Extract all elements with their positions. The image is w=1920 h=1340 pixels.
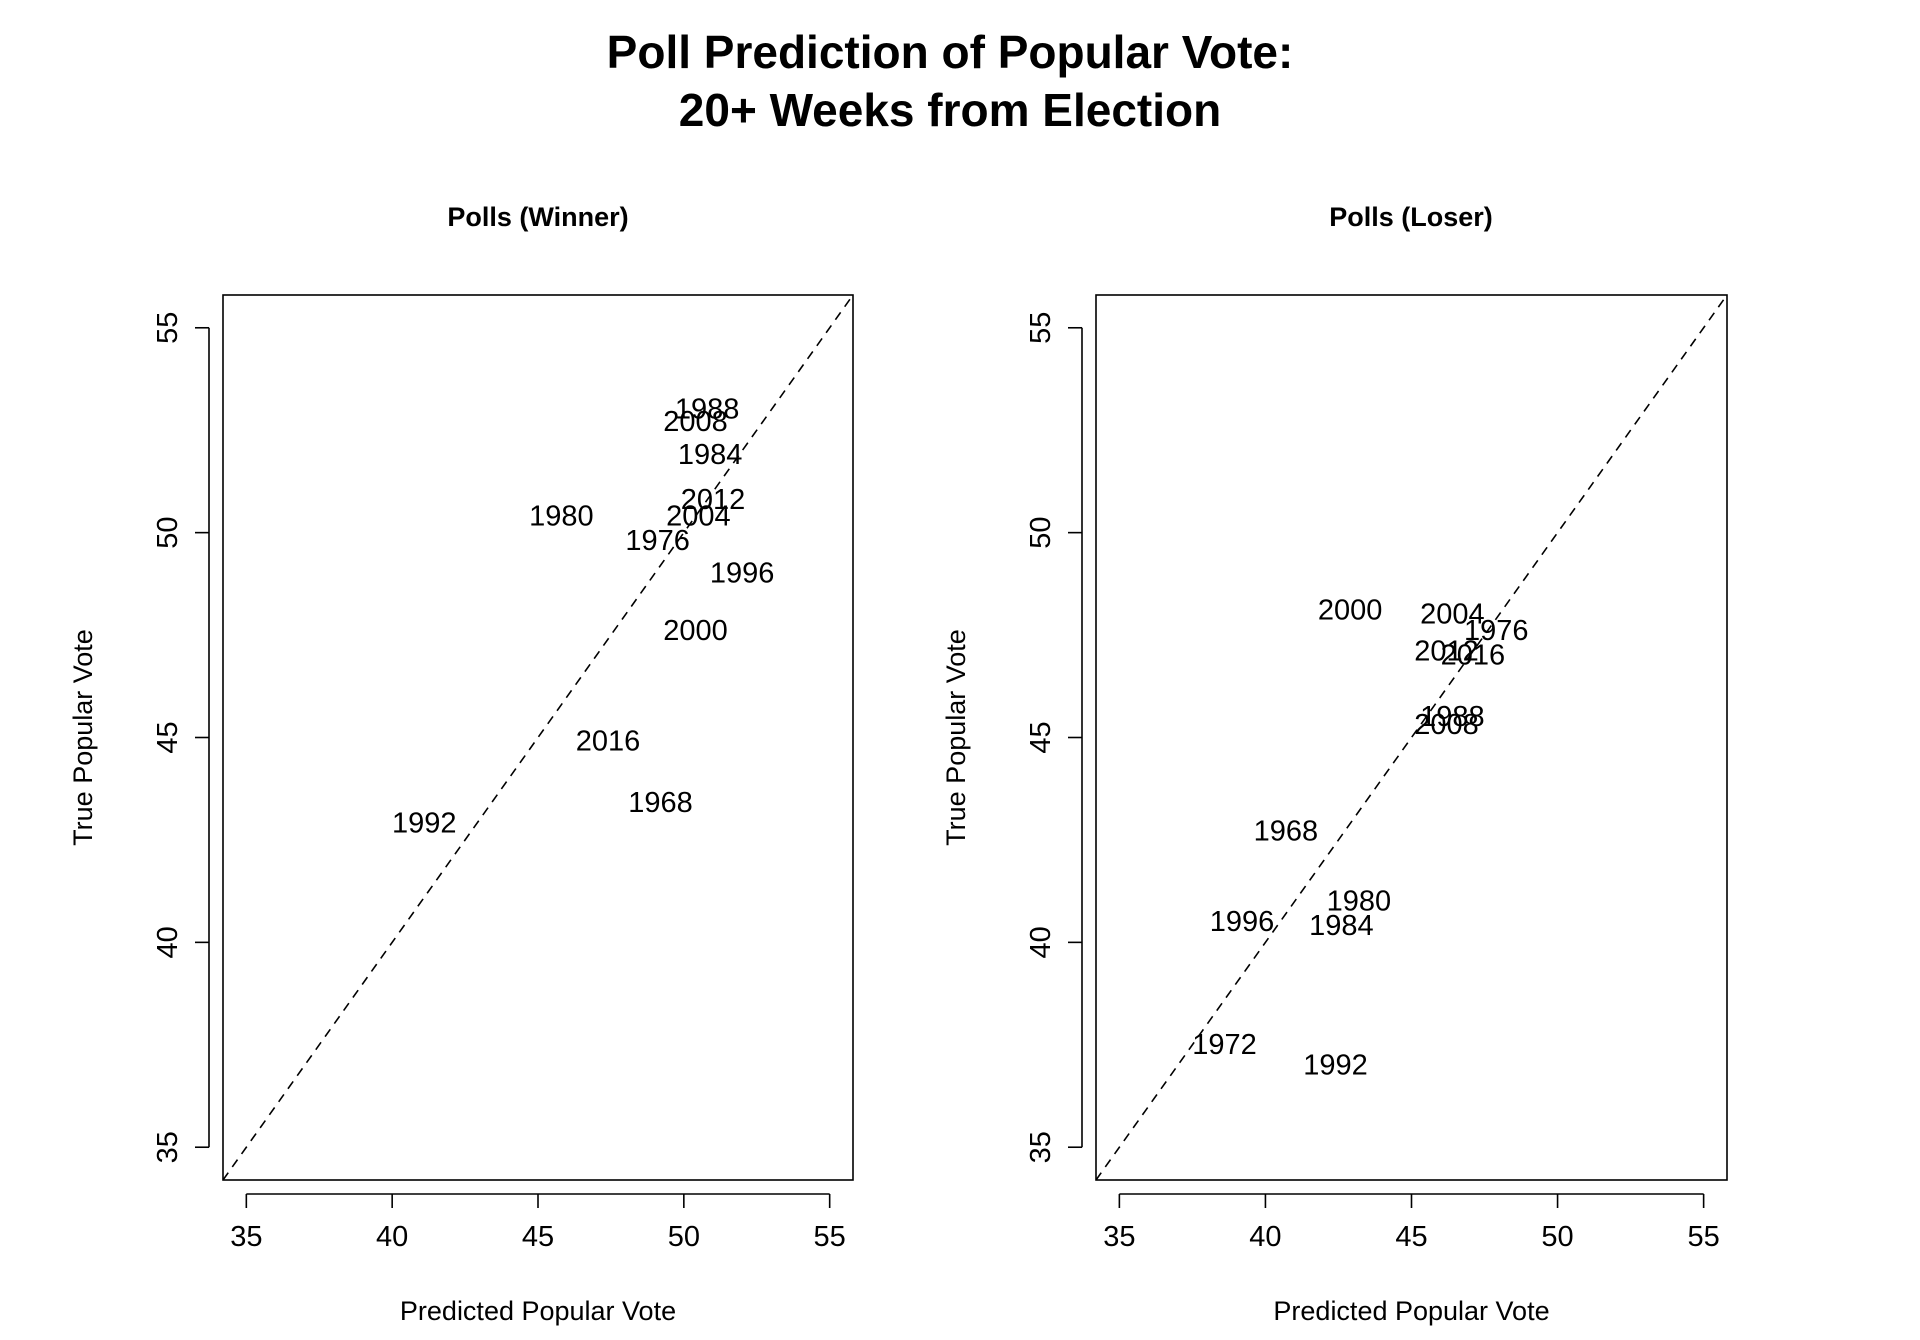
point-label-loser-1980: 1980 [1327,885,1392,917]
x-tick-label-winner-50: 50 [668,1221,700,1253]
x-tick-label-loser-45: 45 [1395,1221,1427,1253]
y-tick-label-winner-40: 40 [152,926,184,958]
point-label-winner-1996: 1996 [710,558,775,590]
identity-line-winner [222,294,854,1181]
y-axis-title-loser: True Popular Vote [941,629,971,846]
point-label-loser-2004: 2004 [1420,599,1485,631]
point-label-winner-2000: 2000 [663,615,728,647]
point-label-loser-1984: 1984 [1309,910,1374,942]
y-tick-label-loser-40: 40 [1025,926,1057,958]
y-tick-label-loser-55: 55 [1025,312,1057,344]
x-tick-label-winner-45: 45 [522,1221,554,1253]
y-tick-label-loser-35: 35 [1025,1131,1057,1163]
point-label-loser-2008: 2008 [1414,709,1479,741]
point-label-winner-2016: 2016 [576,726,641,758]
point-label-winner-1992: 1992 [392,808,457,840]
x-tick-label-loser-50: 50 [1541,1221,1573,1253]
panel-title-loser: Polls (Loser) [1329,202,1493,232]
chart-title-line-1: Poll Prediction of Popular Vote: [607,26,1294,78]
y-tick-label-winner-45: 45 [152,721,184,753]
y-tick-label-winner-35: 35 [152,1131,184,1163]
point-label-winner-1980: 1980 [529,500,594,532]
point-label-loser-1988: 1988 [1420,701,1485,733]
point-label-winner-1988: 1988 [675,394,740,426]
x-tick-label-loser-40: 40 [1249,1221,1281,1253]
plot-frame-loser [1095,294,1728,1181]
y-tick-label-loser-50: 50 [1025,517,1057,549]
point-label-loser-1996: 1996 [1210,906,1275,938]
point-label-loser-2012: 2012 [1414,635,1479,667]
point-label-winner-2008: 2008 [663,406,728,438]
y-axis-title-winner: True Popular Vote [68,629,98,846]
y-tick-label-loser-45: 45 [1025,721,1057,753]
chart-title-line-2: 20+ Weeks from Election [679,84,1221,136]
point-label-loser-1976: 1976 [1464,615,1529,647]
x-tick-label-loser-55: 55 [1687,1221,1719,1253]
y-tick-label-winner-50: 50 [152,517,184,549]
point-label-loser-2016: 2016 [1441,640,1506,672]
point-label-winner-1984: 1984 [678,439,743,471]
identity-line-loser [1095,294,1728,1181]
panel-loser: Polls (Loser) 35 40 45 50 55 35 40 45 50 55 Predict… [941,202,1728,1326]
panel-title-winner: Polls (Winner) [447,202,628,232]
point-label-loser-1968: 1968 [1254,816,1319,848]
point-label-loser-1992: 1992 [1303,1049,1368,1081]
point-label-loser-2000: 2000 [1318,594,1383,626]
x-tick-label-loser-35: 35 [1103,1221,1135,1253]
point-label-loser-1972: 1972 [1192,1029,1257,1061]
point-label-winner-2012: 2012 [681,484,746,516]
x-tick-label-winner-55: 55 [814,1221,846,1253]
point-label-winner-2004: 2004 [666,500,731,532]
x-tick-label-winner-35: 35 [230,1221,262,1253]
point-label-winner-1968: 1968 [628,787,693,819]
x-axis-title-loser: Predicted Popular Vote [1273,1296,1549,1326]
plot-frame-winner [222,294,854,1181]
x-tick-label-winner-40: 40 [376,1221,408,1253]
y-tick-label-winner-55: 55 [152,312,184,344]
point-label-winner-1976: 1976 [625,525,690,557]
panel-winner: Polls (Winner) 35 40 45 50 55 35 40 45 50 55 Predic… [68,202,854,1326]
x-axis-title-winner: Predicted Popular Vote [400,1296,676,1326]
